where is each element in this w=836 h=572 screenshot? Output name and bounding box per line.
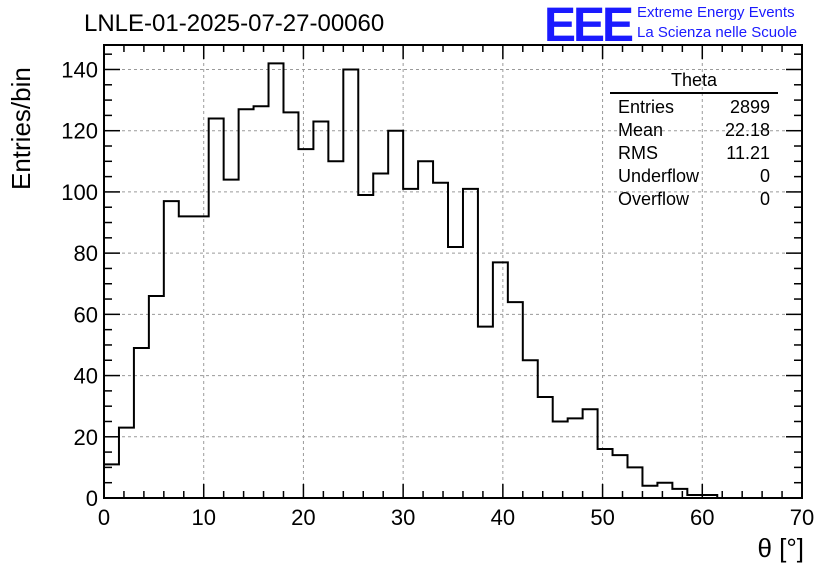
logo-line-2: La Scienza nelle Scuole xyxy=(637,24,798,41)
histogram-bin xyxy=(209,118,224,498)
x-tick-label: 40 xyxy=(491,505,515,530)
y-tick-label: 60 xyxy=(74,302,98,327)
y-tick-label: 0 xyxy=(86,486,98,511)
histogram-bin xyxy=(613,455,628,498)
stats-label: Mean xyxy=(618,120,664,140)
histogram-bin xyxy=(448,247,463,498)
x-tick-label: 20 xyxy=(291,505,315,530)
stats-value: 11.21 xyxy=(726,143,770,163)
histogram-bin xyxy=(388,131,403,498)
histogram-bin xyxy=(239,109,254,498)
histogram-bin xyxy=(283,112,298,498)
histogram-bin xyxy=(583,409,598,498)
histogram-bin xyxy=(628,467,643,498)
histogram-outline xyxy=(103,62,802,499)
stats-label: RMS xyxy=(618,143,658,163)
histogram-bin xyxy=(523,360,538,498)
x-tick-label: 50 xyxy=(590,505,614,530)
chart-title: LNLE-01-2025-07-27-00060 xyxy=(84,10,385,37)
histogram-bin xyxy=(358,195,373,498)
logo-line-1: Extreme Energy Events xyxy=(637,4,795,21)
histogram-bin xyxy=(433,183,448,498)
y-axis-label: Entries/bin xyxy=(6,67,36,190)
histogram-bin xyxy=(164,201,179,498)
histogram-bin xyxy=(373,174,388,498)
histogram-bin xyxy=(553,421,568,498)
histogram-bin xyxy=(538,397,553,498)
histogram-bin xyxy=(313,122,328,498)
histogram-bin xyxy=(463,189,478,498)
x-tick-label: 70 xyxy=(790,505,814,530)
stats-label: Underflow xyxy=(618,166,700,186)
stats-value: 0 xyxy=(759,166,770,186)
y-tick-label: 40 xyxy=(74,364,98,389)
stats-row-entries: Entries 2899 xyxy=(610,96,778,119)
histogram-bin xyxy=(119,428,134,498)
histogram-bin xyxy=(224,180,239,498)
x-tick-labels: 0 10 20 30 40 50 60 70 xyxy=(98,505,814,530)
histogram-bin xyxy=(598,449,613,498)
histogram-bin xyxy=(403,189,418,498)
histogram-bin xyxy=(478,327,493,498)
histogram-bin xyxy=(269,63,284,498)
histogram-bin xyxy=(194,216,209,498)
stats-label: Entries xyxy=(618,97,675,117)
histogram-bin xyxy=(328,161,343,498)
histogram-bin xyxy=(254,106,269,498)
stats-value: 22.18 xyxy=(724,120,770,140)
y-tick-label: 140 xyxy=(61,57,98,82)
stats-box-title: Theta xyxy=(610,70,778,94)
x-tick-label: 30 xyxy=(391,505,415,530)
stats-row-underflow: Underflow 0 xyxy=(610,165,778,188)
stats-row-rms: RMS 11.21 xyxy=(610,142,778,165)
histogram-bin xyxy=(642,486,657,498)
histogram-bin xyxy=(508,302,523,498)
y-tick-label: 20 xyxy=(74,425,98,450)
histogram-bin xyxy=(134,348,149,498)
y-tick-labels: 0 20 40 60 80 100 120 140 xyxy=(61,57,98,511)
x-axis-label: θ [°] xyxy=(757,533,804,563)
y-tick-label: 80 xyxy=(74,241,98,266)
x-tick-label: 10 xyxy=(191,505,215,530)
histogram-bin xyxy=(343,69,358,498)
stats-box: Theta Entries 2899 Mean 22.18 RMS 11.21 … xyxy=(610,70,778,211)
histogram-bin xyxy=(149,296,164,498)
logo-text: Extreme Energy Events La Scienza nelle S… xyxy=(637,3,797,43)
histogram-bin xyxy=(104,464,119,498)
x-tick-label: 60 xyxy=(690,505,714,530)
histogram-bin xyxy=(672,489,687,498)
stats-label: Overflow xyxy=(618,189,690,209)
y-tick-label: 100 xyxy=(61,180,98,205)
stats-value: 0 xyxy=(759,189,770,209)
histogram-bin xyxy=(179,216,194,498)
eee-logo: EEE xyxy=(544,0,634,52)
grid-lines xyxy=(104,45,802,498)
stats-row-mean: Mean 22.18 xyxy=(610,119,778,142)
stats-value: 2899 xyxy=(729,97,770,117)
stats-row-overflow: Overflow 0 xyxy=(610,188,778,211)
plot-frame xyxy=(103,44,803,499)
histogram-bin xyxy=(298,149,313,498)
histogram-bin xyxy=(493,262,508,498)
histogram-bin xyxy=(568,418,583,498)
histogram-bin xyxy=(657,483,672,498)
histogram-bin xyxy=(418,161,433,498)
x-tick-label: 0 xyxy=(98,505,110,530)
y-tick-label: 120 xyxy=(61,119,98,144)
